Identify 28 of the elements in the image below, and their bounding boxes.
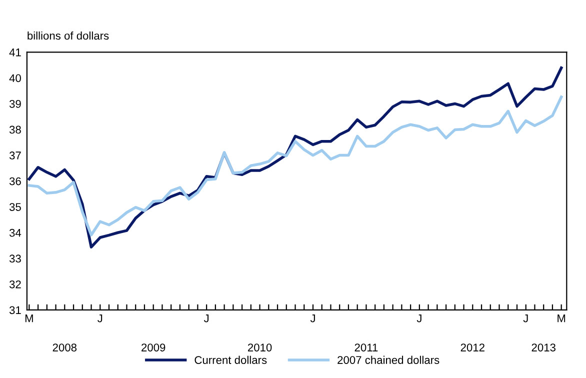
y-tick-label: 35 xyxy=(9,203,21,211)
y-axis-title: billions of dollars xyxy=(28,31,109,40)
x-tick-label: M xyxy=(558,314,566,322)
x-tick-label: J xyxy=(416,314,422,322)
text: 2013 xyxy=(532,344,556,352)
legend-label: 2007 chained dollars xyxy=(338,356,440,364)
text: 2009 xyxy=(142,344,166,352)
y-tick-label: 41 xyxy=(9,48,21,56)
x-tick-label: J xyxy=(310,314,315,322)
x-tick-label: J xyxy=(523,314,528,322)
y-tick-label: 31 xyxy=(9,306,21,314)
text: 2012 xyxy=(460,344,484,352)
y-tick-label: 34 xyxy=(9,228,22,237)
x-tick-label: M xyxy=(25,314,33,322)
x-tick-label: J xyxy=(98,314,102,322)
text: 2011 xyxy=(354,344,378,352)
y-tick-label: 37 xyxy=(9,152,21,160)
legend-label: Current dollars xyxy=(194,356,267,364)
text: 2008 xyxy=(52,344,77,352)
y-tick-label: 33 xyxy=(9,254,21,263)
text: 2010 xyxy=(248,344,272,352)
y-tick-label: 40 xyxy=(9,74,21,82)
x-tick-label: J xyxy=(204,314,209,322)
y-tick-label: 39 xyxy=(9,100,21,108)
y-tick-label: 32 xyxy=(9,280,21,288)
y-tick-label: 38 xyxy=(9,126,21,134)
line-series xyxy=(28,96,563,236)
y-tick-label: 36 xyxy=(9,177,21,186)
